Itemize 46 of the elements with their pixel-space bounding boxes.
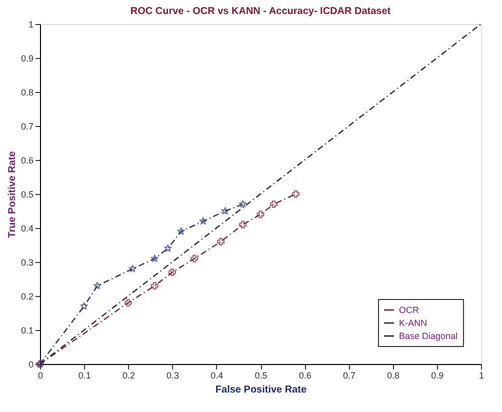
x-tick-label: 0.5 xyxy=(254,370,268,380)
y-tick-label: 0.6 xyxy=(20,156,34,166)
x-tick-label: 0.6 xyxy=(298,370,312,380)
point xyxy=(178,228,185,235)
legend-label: OCR xyxy=(399,305,420,315)
y-tick-label: 0.5 xyxy=(20,190,34,200)
y-tick-label: 0 xyxy=(28,360,34,370)
point xyxy=(217,238,225,246)
point xyxy=(168,268,176,276)
point xyxy=(151,254,158,262)
point xyxy=(124,299,132,307)
y-tick-label: 0.8 xyxy=(20,88,34,98)
y-tick-label: 0.3 xyxy=(20,258,34,268)
y-tick-label: 1 xyxy=(28,20,34,30)
x-tick-label: 0.8 xyxy=(387,370,400,380)
y-tick-label: 0.1 xyxy=(20,326,34,336)
point xyxy=(292,190,300,198)
point xyxy=(150,282,158,290)
legend-label: Base Diagonal xyxy=(399,331,458,341)
point xyxy=(270,200,278,208)
x-tick-label: 1 xyxy=(478,370,484,380)
x-tick-label: 0.7 xyxy=(342,370,356,380)
x-tick-label: 0.3 xyxy=(166,370,180,380)
x-tick-label: 0.2 xyxy=(122,370,135,380)
x-tick-label: 0.4 xyxy=(210,370,224,380)
point xyxy=(239,200,246,208)
point xyxy=(164,244,172,252)
point xyxy=(94,282,101,289)
x-tick-label: 0 xyxy=(38,370,44,380)
chart-title: ROC Curve - OCR vs KANN - Accuracy- ICDAR Dataset xyxy=(130,6,392,17)
y-tick-label: 0.7 xyxy=(20,122,34,132)
x-tick-label: 0.9 xyxy=(431,370,444,380)
point xyxy=(239,220,247,228)
legend-label: K-ANN xyxy=(399,318,428,328)
y-axis-title: True Positive Rate xyxy=(6,150,18,238)
x-tick-label: 0.1 xyxy=(78,370,91,380)
point xyxy=(200,217,207,224)
point xyxy=(222,207,229,214)
point xyxy=(256,210,264,218)
y-tick-label: 0.9 xyxy=(20,54,34,64)
y-tick-label: 0.2 xyxy=(20,292,34,302)
point xyxy=(129,265,136,272)
point xyxy=(80,302,88,310)
x-axis-title: False Positive Rate xyxy=(215,384,308,396)
point xyxy=(190,254,198,262)
y-tick-label: 0.4 xyxy=(20,224,34,234)
